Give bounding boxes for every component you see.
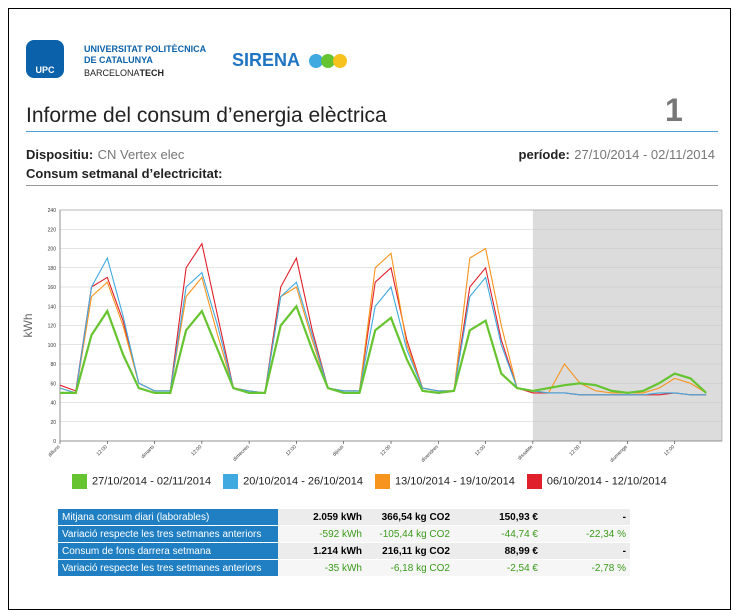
table-cell: 150,93 € xyxy=(454,509,542,526)
university-name: UNIVERSITAT POLITÈCNICA xyxy=(84,44,207,54)
legend-label: 06/10/2014 - 12/10/2014 xyxy=(546,475,667,488)
period: període: 27/10/2014 - 02/11/2014 xyxy=(519,146,715,164)
y-tick-label: 0 xyxy=(53,439,56,445)
legend-label: 20/10/2014 - 26/10/2014 xyxy=(243,475,363,488)
campus: BARCELONATECH xyxy=(84,68,164,78)
chart: 0 20 40 60 80 100 120 140 160 180 200 220 240 kWh dill… xyxy=(21,208,723,464)
table-cell: -6,18 kg CO2 xyxy=(366,559,454,577)
legend-swatch xyxy=(374,474,390,489)
table-row: Consum de fons darrera setmana 1.214 kWh 2… xyxy=(58,542,630,560)
legend-swatch xyxy=(72,474,87,489)
y-tick-label: 80 xyxy=(50,362,56,368)
table-cell: -2,54 € xyxy=(454,559,542,577)
table-cell: -44,74 € xyxy=(454,525,542,543)
table-cell: 88,99 € xyxy=(454,542,542,560)
report-title: Informe del consum d’energia elèctrica xyxy=(26,104,387,127)
x-tick-label: 12:00 xyxy=(568,444,581,457)
rule xyxy=(26,131,718,132)
x-tick-label: 12:00 xyxy=(663,444,676,457)
table-row: Mitjana consum diari (laborables) 2.059 k… xyxy=(58,509,630,526)
table-cell: - xyxy=(542,509,630,526)
legend-label: 27/10/2014 - 02/11/2014 xyxy=(92,475,212,488)
device-value: CN Vertex elec xyxy=(97,147,185,162)
y-tick-label: 200 xyxy=(48,247,57,253)
legend-swatch xyxy=(526,474,542,489)
table-cell: 2.059 kWh xyxy=(278,509,366,526)
x-tick-label: 12:00 xyxy=(190,444,203,457)
y-tick-label: 160 xyxy=(48,285,57,291)
legend-item: 20/10/2014 - 26/10/2014 xyxy=(223,474,363,489)
y-tick-label: 240 xyxy=(48,208,57,214)
series-line xyxy=(59,256,707,396)
y-tick-label: 220 xyxy=(48,227,57,233)
device: Dispositiu: CN Vertex elec xyxy=(26,146,184,164)
x-tick-label: dimecres xyxy=(232,444,251,463)
y-tick-label: 180 xyxy=(48,266,57,272)
logo: UPC xyxy=(26,40,64,78)
table-cell: -35 kWh xyxy=(278,559,366,577)
summary-table: Mitjana consum diari (laborables) 2.059 k… xyxy=(58,509,630,577)
x-tick-label: dissabte xyxy=(517,444,535,462)
page-number: 1 xyxy=(665,92,683,128)
campus-text: TECH xyxy=(139,68,165,78)
legend-swatch xyxy=(223,474,239,489)
page: UPC UNIVERSITAT POLITÈCNICA DE CATALUNYA… xyxy=(8,8,731,610)
x-tick-label: 12:00 xyxy=(96,444,109,457)
table-cell: 1.214 kWh xyxy=(278,542,366,560)
brand: SIRENA xyxy=(232,50,301,70)
campus-text: BARCELONA xyxy=(84,68,140,78)
table-row: Variació respecte les tres setmanes ante… xyxy=(58,559,630,577)
table-cell: -22,34 % xyxy=(542,525,630,543)
table-cell: -105,44 kg CO2 xyxy=(366,525,454,543)
table-row: Variació respecte les tres setmanes ante… xyxy=(58,525,630,543)
y-tick-label: 100 xyxy=(48,343,57,349)
x-tick-label: diumenge xyxy=(609,444,629,464)
section-title: Consum setmanal d’electricitat: xyxy=(26,166,223,181)
x-tick-label: dilluns xyxy=(47,444,62,459)
device-label: Dispositiu: xyxy=(26,147,94,162)
legend-item: 06/10/2014 - 12/10/2014 xyxy=(526,474,667,489)
table-cell: -2,78 % xyxy=(542,559,630,577)
y-tick-label: 140 xyxy=(48,304,57,310)
x-tick-label: dijous xyxy=(332,444,346,458)
row-header: Variació respecte les tres setmanes ante… xyxy=(58,559,278,577)
x-tick-label: 12:00 xyxy=(474,444,487,457)
brand-icon xyxy=(309,54,347,68)
legend: 27/10/2014 - 02/11/2014 20/10/2014 - 26/1… xyxy=(72,474,679,489)
row-header: Mitjana consum diari (laborables) xyxy=(58,509,278,526)
y-tick-label: 20 xyxy=(50,420,56,426)
row-header: Variació respecte les tres setmanes ante… xyxy=(58,525,278,543)
x-tick-label: divendres xyxy=(420,444,440,464)
x-tick-label: 12:00 xyxy=(285,444,298,457)
table-cell: - xyxy=(542,542,630,560)
period-label: període: xyxy=(518,147,570,162)
y-axis-label: kWh xyxy=(21,314,35,338)
period-value: 27/10/2014 - 02/11/2014 xyxy=(574,147,715,162)
series-line xyxy=(60,304,707,395)
university-name: DE CATALUNYA xyxy=(84,55,153,65)
rule xyxy=(26,185,718,186)
y-tick-label: 40 xyxy=(50,401,56,407)
y-tick-label: 120 xyxy=(48,324,57,330)
row-header: Consum de fons darrera setmana xyxy=(58,542,278,560)
legend-item: 13/10/2014 - 19/10/2014 xyxy=(374,474,515,489)
legend-item: 27/10/2014 - 02/11/2014 xyxy=(72,474,211,489)
x-tick-label: dimarts xyxy=(140,444,156,460)
table-cell: 366,54 kg CO2 xyxy=(366,509,454,526)
x-tick-label: 12:00 xyxy=(379,444,392,457)
table-cell: -592 kWh xyxy=(278,525,366,543)
y-tick-label: 60 xyxy=(50,381,56,387)
table-cell: 216,11 kg CO2 xyxy=(366,542,454,560)
legend-label: 13/10/2014 - 19/10/2014 xyxy=(394,475,515,488)
